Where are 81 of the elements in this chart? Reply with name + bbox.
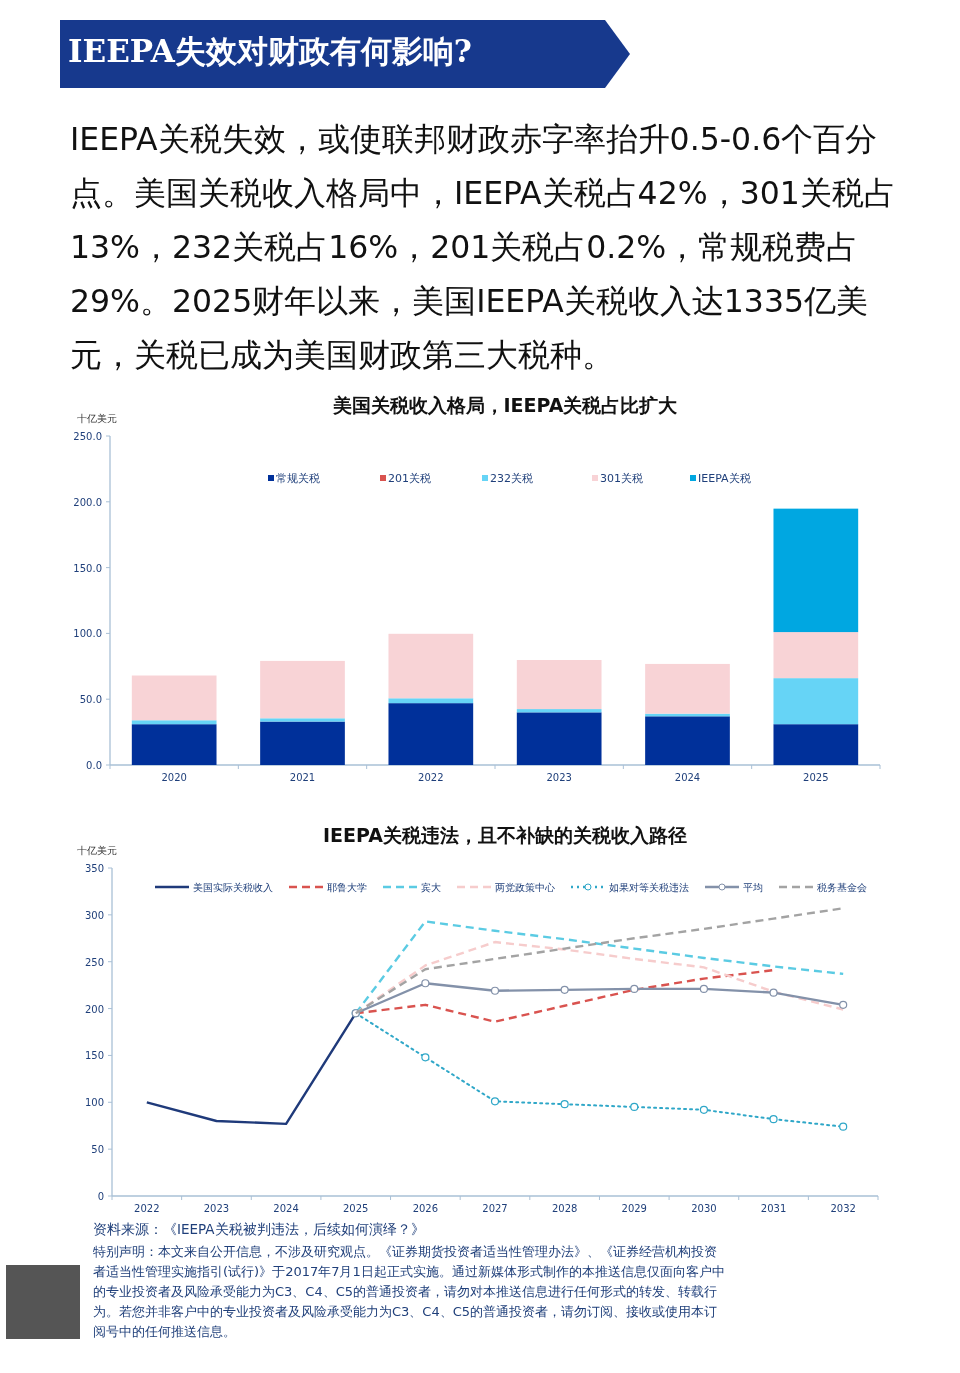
bar: [260, 660, 345, 719]
legend-label: 耶鲁大学: [327, 882, 367, 893]
point: [699, 984, 709, 993]
legend-label: 税务基金会: [817, 882, 867, 893]
y-tick-label: 350: [84, 863, 104, 874]
bar: [773, 724, 859, 765]
legend-label: 美国实际关税收入: [193, 882, 273, 893]
bar: [645, 663, 730, 714]
y-tick-label: 200.0: [73, 496, 102, 508]
legend-label: IEEPA关税: [698, 472, 751, 485]
bar: [516, 712, 602, 765]
bar: [260, 721, 345, 765]
bar: [773, 678, 859, 725]
x-tick-label: 2024: [674, 772, 701, 783]
point: [560, 985, 569, 994]
legend-label: 平均: [743, 882, 763, 893]
point: [769, 1115, 778, 1124]
legend-label: 232关税: [490, 472, 533, 485]
legend-label: 两党政策中心: [495, 882, 555, 893]
point: [630, 984, 639, 993]
bar: [645, 716, 730, 765]
x-tick-label: 2023: [546, 772, 572, 783]
point: [839, 1122, 848, 1131]
x-tick-label: 2032: [830, 1203, 856, 1214]
y-tick-label: 250: [84, 956, 104, 968]
point: [769, 988, 778, 997]
x-tick-label: 2031: [760, 1203, 787, 1214]
text: 资料来源：《IEEPA关税被判违法，后续如何演绎？》: [93, 1220, 426, 1239]
x-tick-label: 2029: [621, 1203, 647, 1214]
legend-label: 如果对等关税违法: [609, 882, 689, 893]
text: 特别声明：本文来自公开信息，不涉及研究观点。《证券期货投资者适当性管理办法》、《证券经营机构投资者适当性管理实施指引(试行)》于2017年7月1日起正式实施。通过新媒体形式制作的本推送信息仅面向客户中的专业投资者及风险承受能力为C3、C4、C5的普通投资者，请勿对本推送信息进行任何形式的转发、转载行为。若您并非客户中的专业投资者及风险承受能力为C3、C4、C5的普通投资者，请勿订阅、接收或使用本订阅号中的任何推送信息。: [93, 1243, 725, 1341]
point: [421, 1053, 430, 1062]
x-tick-label: 2027: [482, 1203, 508, 1214]
y-tick-label: 50: [91, 1144, 104, 1156]
y-tick-label: 300: [84, 909, 104, 921]
x-tick-label: 2026: [412, 1203, 439, 1214]
y-axis-title: 十亿美元: [77, 845, 117, 856]
y-tick-label: 50.0: [79, 694, 102, 706]
y-tick-label: 200: [84, 1003, 104, 1015]
point: [560, 1100, 569, 1109]
x-tick-label: 2022: [418, 772, 444, 783]
legend-label: 301关税: [600, 472, 643, 485]
x-tick-label: 2021: [289, 772, 316, 783]
point: [699, 1105, 709, 1114]
bar: [388, 703, 474, 765]
legend-label: 201关税: [388, 472, 431, 485]
legend-label: 常规关税: [276, 472, 320, 485]
y-tick-label: 150.0: [73, 562, 102, 574]
y-tick-label: 100: [84, 1097, 104, 1109]
y-tick-label: 250.0: [73, 431, 102, 442]
point: [421, 979, 430, 988]
chart-title: IEEPA关税违法，且不补缺的关税收入路径: [323, 824, 687, 846]
y-tick-label: 100.0: [73, 628, 102, 640]
y-tick-label: 0: [97, 1191, 104, 1202]
x-tick-label: 2023: [203, 1203, 230, 1214]
x-tick-label: 2022: [134, 1203, 160, 1214]
bar: [388, 698, 474, 704]
point: [630, 1102, 639, 1112]
chart-title: 美国关税收入格局，IEEPA关税占比扩大: [331, 394, 679, 416]
bar: [516, 709, 602, 713]
bar: [516, 659, 602, 710]
bar: [131, 724, 217, 765]
text: IEEPA失效对财政有何影响?: [68, 33, 473, 69]
x-tick-label: 2020: [161, 772, 187, 783]
x-tick-label: 2030: [691, 1203, 717, 1214]
y-axis-title: 十亿美元: [77, 413, 117, 424]
x-tick-label: 2028: [551, 1203, 578, 1214]
bar: [131, 675, 217, 721]
point: [490, 986, 500, 995]
legend-label: 宾大: [421, 882, 441, 893]
y-tick-label: 150: [84, 1050, 104, 1062]
x-tick-label: 2024: [273, 1203, 299, 1214]
x-tick-label: 2025: [803, 772, 829, 783]
x-tick-label: 2025: [343, 1203, 369, 1214]
bar: [388, 633, 474, 699]
bar: [131, 720, 217, 725]
y-tick-label: 0.0: [86, 760, 102, 771]
bar: [260, 718, 345, 722]
text: IEEPA关税失效，或使联邦财政赤字率抬升0.5-0.6个百分点。美国关税收入格局中，IEEPA关税占42%，301关税占13%，232关税占16%，201关税占0.2%，常规税费占29%。2025财年以来，美国IEEPA关税收入达1335亿美元，关税已成为美国财政第三大税种。: [70, 120, 897, 375]
point: [839, 1000, 848, 1009]
point: [490, 1097, 500, 1106]
